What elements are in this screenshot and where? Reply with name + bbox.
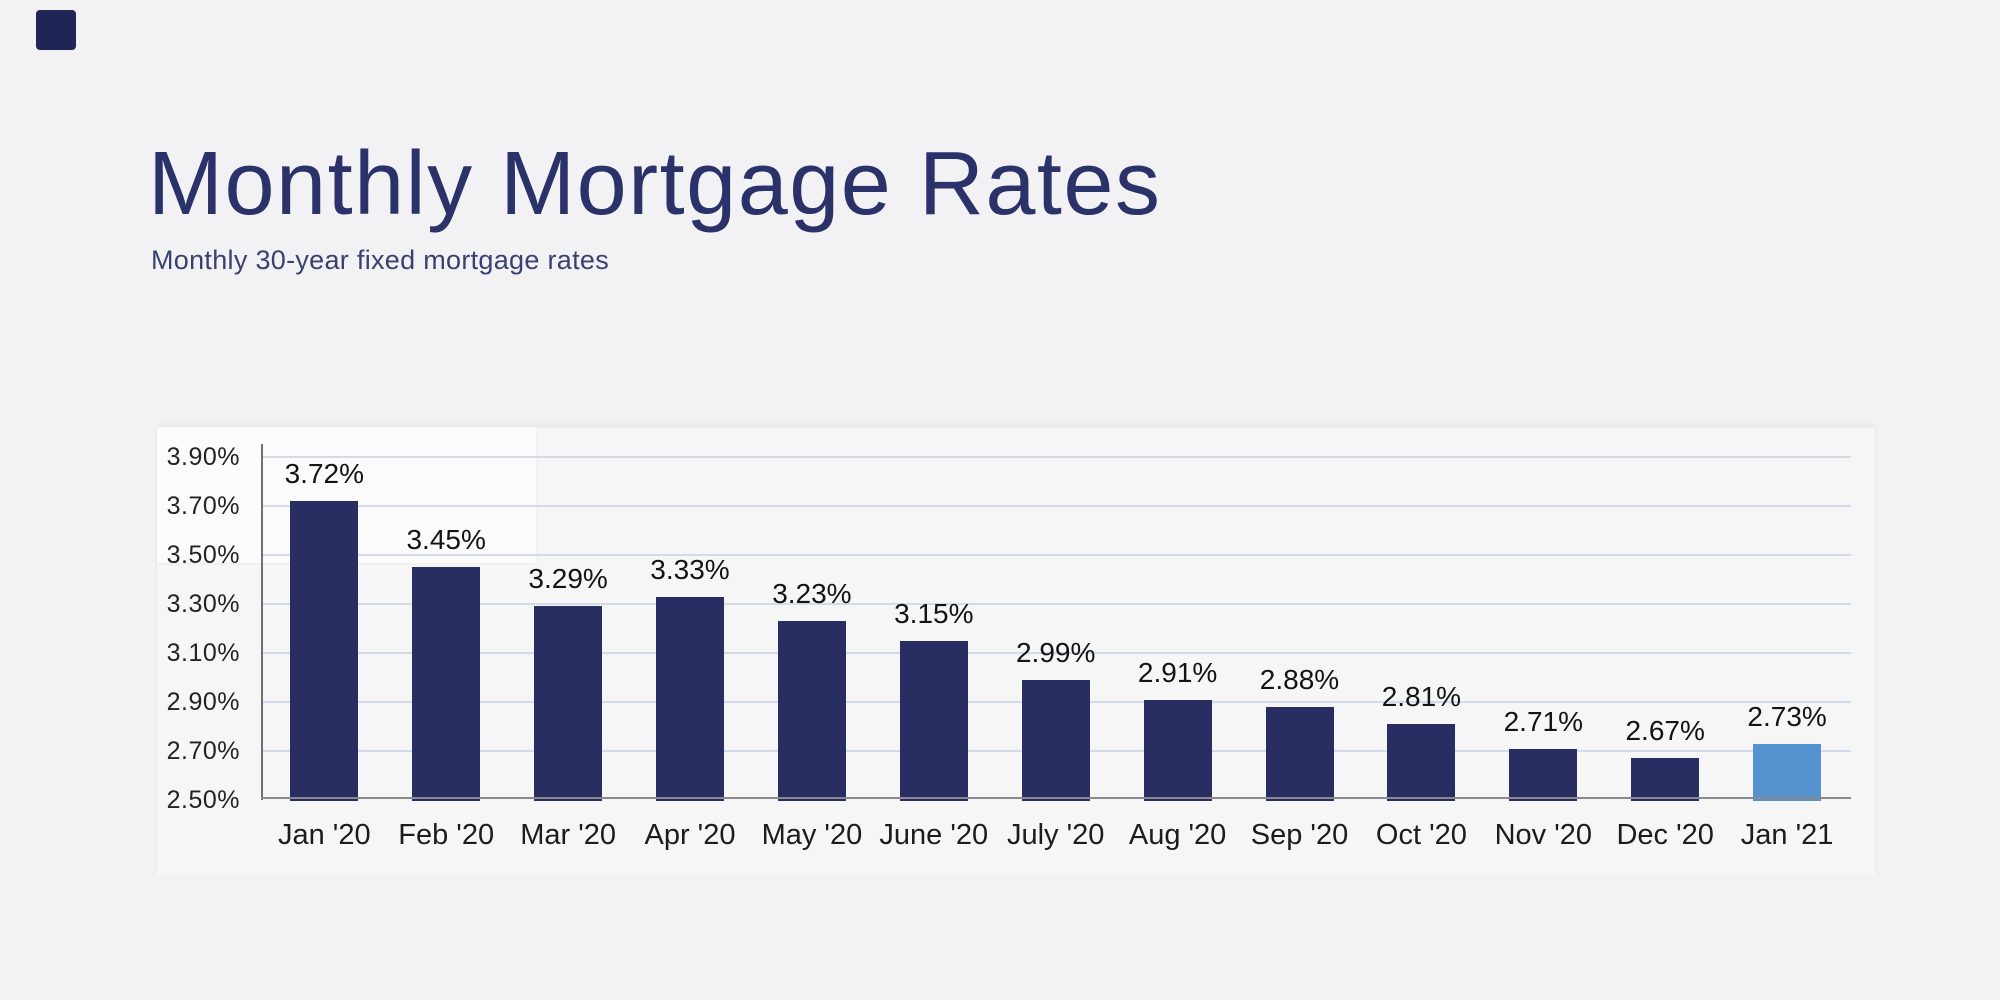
x-axis-label: Jan '20 — [277, 819, 371, 851]
gridline — [263, 554, 1851, 556]
page-subtitle: Monthly 30-year fixed mortgage rates — [151, 245, 610, 275]
bar-Jan20 — [290, 501, 359, 801]
bar-value-label: 3.45% — [406, 524, 486, 556]
bar-value-label: 2.73% — [1747, 700, 1827, 732]
bar-value-label: 2.67% — [1625, 715, 1705, 747]
y-axis-tick-label: 3.30% — [166, 590, 240, 618]
x-axis-label: Jan '21 — [1740, 819, 1834, 851]
gridline — [263, 652, 1851, 654]
bar-Oct20 — [1387, 724, 1456, 801]
bar-value-label: 3.23% — [772, 578, 852, 610]
y-axis-tick-label: 2.70% — [166, 737, 240, 765]
x-axis-label: Apr '20 — [644, 819, 736, 851]
bar-Mar20 — [534, 606, 603, 801]
bar-June20 — [899, 640, 968, 801]
x-axis-label: July '20 — [1006, 819, 1105, 851]
bar-Jan21 — [1753, 743, 1822, 801]
x-axis-label: Feb '20 — [398, 819, 495, 851]
y-axis-tick-label: 3.10% — [166, 639, 240, 667]
x-axis-label: Sep '20 — [1250, 819, 1349, 851]
gridline — [263, 456, 1851, 458]
gridline — [263, 603, 1851, 605]
bar-Apr20 — [656, 596, 724, 801]
y-axis-tick-label: 2.50% — [166, 786, 240, 814]
bar-Feb20 — [412, 567, 481, 801]
x-axis-label: May '20 — [761, 819, 863, 851]
bar-value-label: 3.15% — [894, 597, 974, 629]
y-axis-line — [261, 444, 263, 800]
bar-May20 — [777, 621, 846, 801]
gridline — [263, 505, 1851, 507]
x-axis-baseline — [261, 797, 1851, 799]
bar-value-label: 3.72% — [284, 458, 364, 490]
brand-square — [36, 10, 76, 50]
bar-value-label: 2.91% — [1137, 656, 1218, 688]
bar-value-label: 2.99% — [1015, 636, 1096, 668]
bar-Sep20 — [1265, 706, 1334, 801]
y-axis-tick-label: 3.50% — [166, 541, 240, 569]
x-axis-label: Nov '20 — [1494, 819, 1592, 851]
bar-value-label: 2.81% — [1381, 681, 1462, 713]
bar-value-label: 3.33% — [650, 553, 730, 585]
bar-Nov20 — [1509, 748, 1578, 801]
bar-value-label: 3.29% — [528, 563, 608, 595]
bar-value-label: 2.71% — [1503, 705, 1583, 737]
x-axis-label: Dec '20 — [1616, 819, 1714, 851]
y-axis-tick-label: 3.90% — [166, 443, 240, 471]
page-title: Monthly Mortgage Rates — [148, 134, 1162, 234]
x-axis-label: Oct '20 — [1375, 819, 1467, 851]
bar-Aug20 — [1143, 699, 1212, 801]
bar-value-label: 2.88% — [1259, 663, 1340, 695]
y-axis-tick-label: 2.90% — [166, 688, 240, 716]
bar-Dec20 — [1631, 758, 1700, 801]
x-axis-label: Mar '20 — [520, 819, 616, 851]
x-axis-label: June '20 — [879, 819, 989, 851]
bar-July20 — [1021, 679, 1090, 801]
x-axis-label: Aug '20 — [1128, 819, 1227, 851]
y-axis-tick-label: 3.70% — [166, 492, 240, 520]
